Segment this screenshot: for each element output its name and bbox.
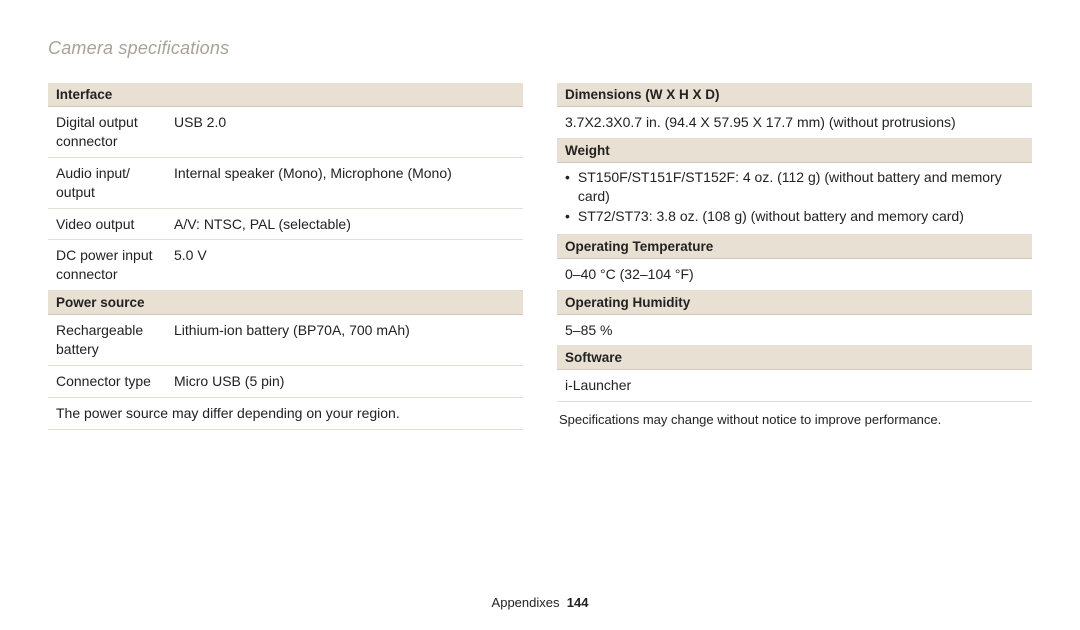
- dimensions-value: 3.7X2.3X0.7 in. (94.4 X 57.95 X 17.7 mm)…: [557, 107, 1032, 139]
- spec-value: Lithium-ion battery (BP70A, 700 mAh): [166, 315, 523, 365]
- software-value: i-Launcher: [557, 370, 1032, 402]
- dimensions-header: Dimensions (W X H X D): [557, 83, 1032, 107]
- spec-label: Rechargeable battery: [48, 315, 166, 365]
- weight-bullet: ST72/ST73: 3.8 oz. (108 g) (without batt…: [565, 207, 1024, 227]
- spec-label: Connector type: [48, 366, 166, 397]
- power-source-header: Power source: [48, 291, 523, 315]
- spec-label: DC power input connector: [48, 240, 166, 290]
- software-header: Software: [557, 346, 1032, 370]
- spec-label: Video output: [48, 209, 166, 240]
- weight-bullet: ST150F/ST151F/ST152F: 4 oz. (112 g) (wit…: [565, 168, 1024, 207]
- spec-value: A/V: NTSC, PAL (selectable): [166, 209, 523, 240]
- footer-section: Appendixes: [492, 595, 560, 610]
- spec-value: Micro USB (5 pin): [166, 366, 523, 397]
- left-column: Interface Digital output connector USB 2…: [48, 83, 523, 430]
- spec-row: Connector type Micro USB (5 pin): [48, 366, 523, 398]
- interface-header: Interface: [48, 83, 523, 107]
- right-column: Dimensions (W X H X D) 3.7X2.3X0.7 in. (…: [557, 83, 1032, 430]
- spec-row: Video output A/V: NTSC, PAL (selectable): [48, 209, 523, 241]
- operating-humidity-header: Operating Humidity: [557, 291, 1032, 315]
- spec-row: Digital output connector USB 2.0: [48, 107, 523, 158]
- spec-label: Digital output connector: [48, 107, 166, 157]
- spec-row: Rechargeable battery Lithium-ion battery…: [48, 315, 523, 366]
- spec-label: Audio input/ output: [48, 158, 166, 208]
- columns: Interface Digital output connector USB 2…: [48, 83, 1032, 430]
- page-footer: Appendixes 144: [0, 595, 1080, 610]
- spec-value: USB 2.0: [166, 107, 523, 157]
- page-number: 144: [567, 595, 589, 610]
- page-title: Camera specifications: [48, 38, 1032, 59]
- operating-temperature-value: 0–40 °C (32–104 °F): [557, 259, 1032, 291]
- operating-temperature-header: Operating Temperature: [557, 235, 1032, 259]
- spec-row: DC power input connector 5.0 V: [48, 240, 523, 291]
- spec-value: 5.0 V: [166, 240, 523, 290]
- spec-change-note: Specifications may change without notice…: [557, 402, 1032, 427]
- spec-row: Audio input/ output Internal speaker (Mo…: [48, 158, 523, 209]
- operating-humidity-value: 5–85 %: [557, 315, 1032, 347]
- weight-bullets: ST150F/ST151F/ST152F: 4 oz. (112 g) (wit…: [557, 163, 1032, 235]
- power-note: The power source may differ depending on…: [48, 398, 523, 430]
- spec-value: Internal speaker (Mono), Microphone (Mon…: [166, 158, 523, 208]
- weight-header: Weight: [557, 139, 1032, 163]
